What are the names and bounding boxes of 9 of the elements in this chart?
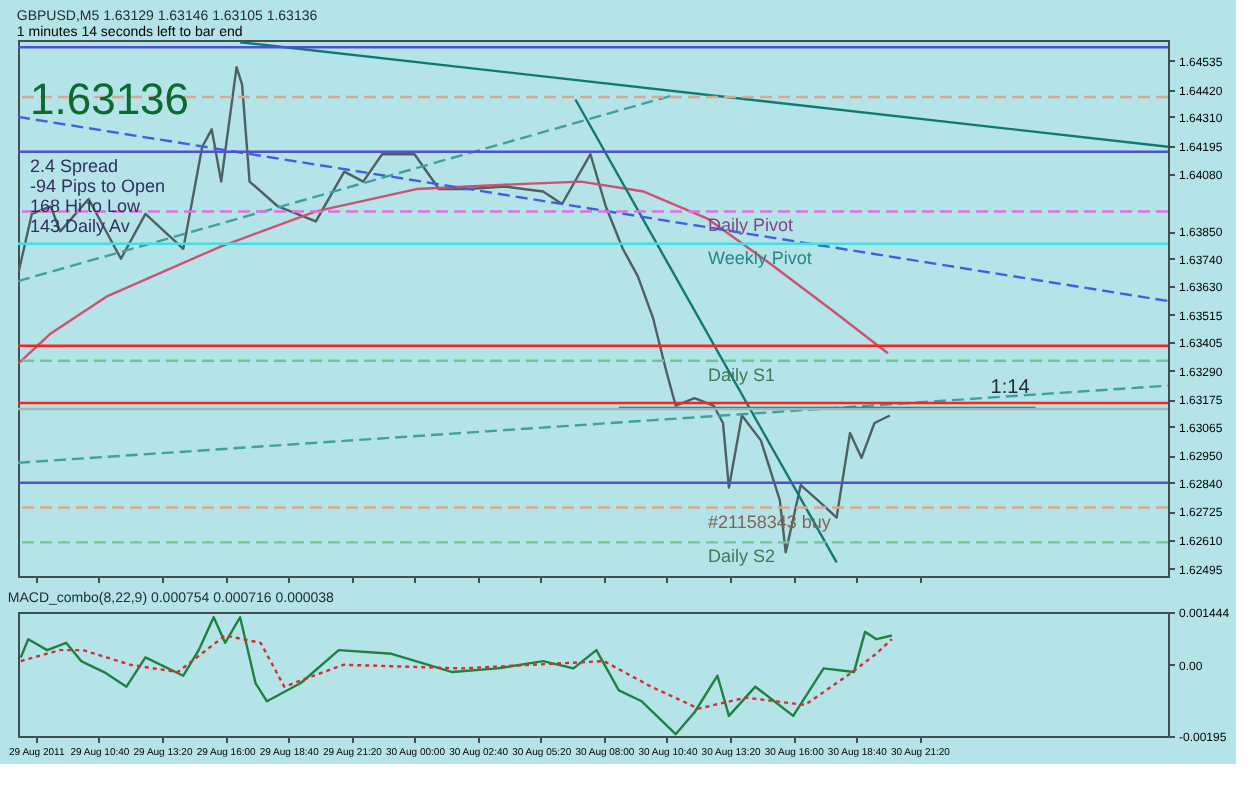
annotation: 1.63136 [30, 74, 190, 124]
ref-line-label: Weekly Pivot [708, 247, 813, 268]
line-series [18, 180, 890, 365]
annotation: 1:14 [990, 377, 1031, 400]
line-series [19, 634, 894, 710]
annotation: -94 Pips to Open [30, 176, 166, 196]
ref-line-label: Daily S2 [708, 546, 776, 567]
line-series [19, 616, 894, 736]
annotation: 2.4 Spread [30, 156, 119, 176]
